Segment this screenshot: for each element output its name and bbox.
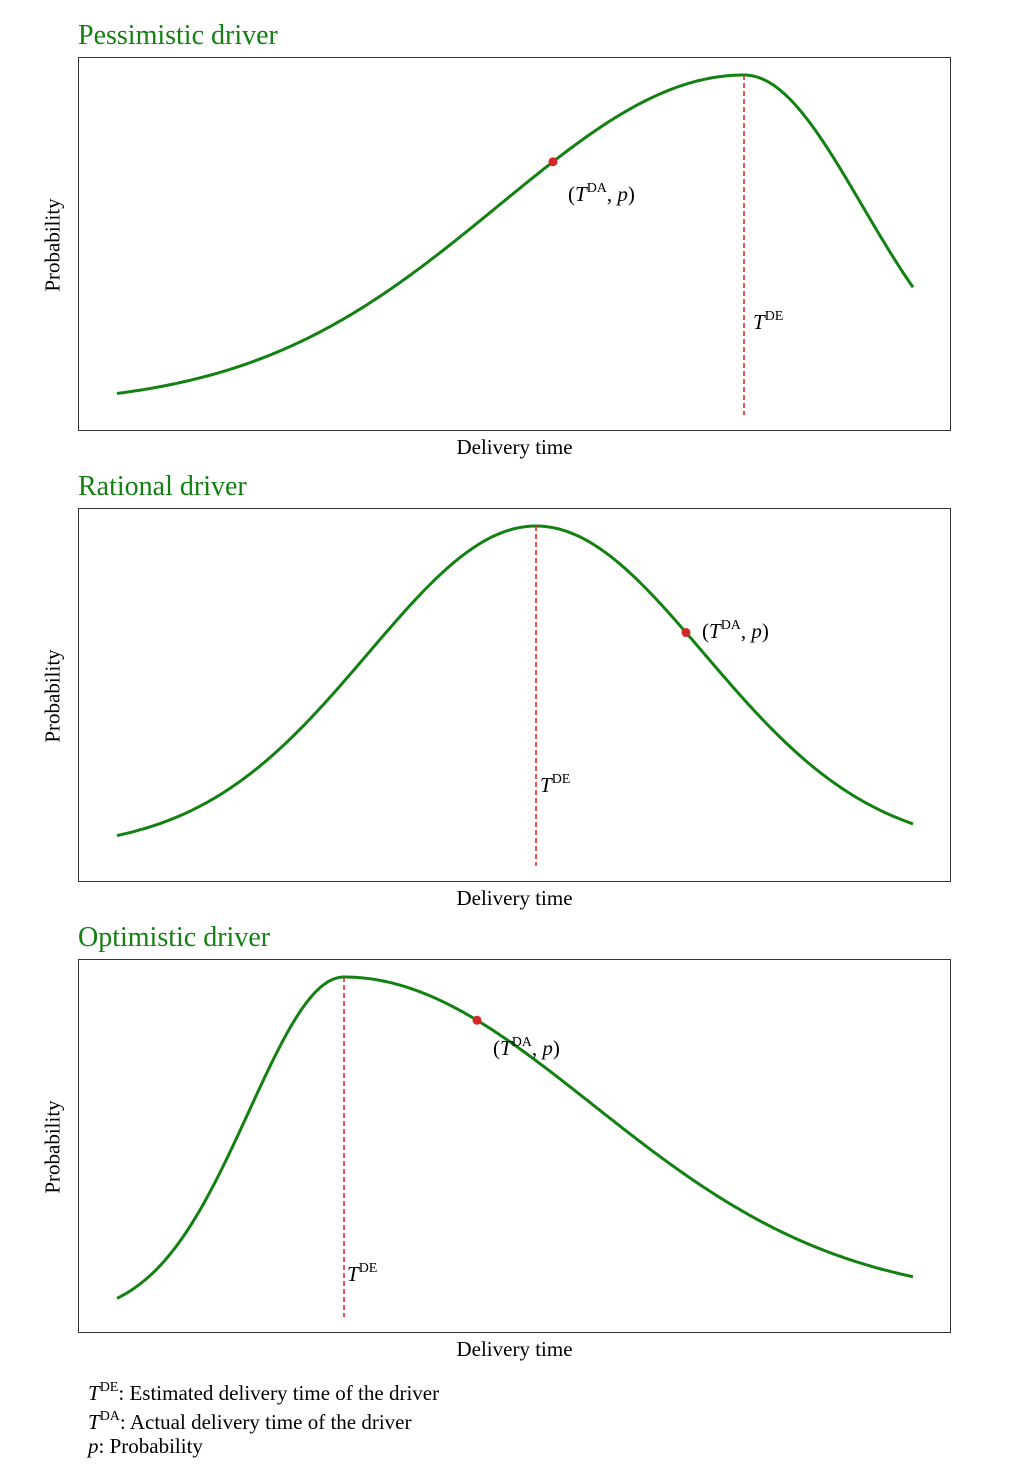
chart-panel-pessimistic: Pessimistic driver (TDA, p) TDE Probabil… xyxy=(0,19,1012,470)
distribution-curve xyxy=(116,975,914,1300)
symbol-legend: TDE: Estimated delivery time of the driv… xyxy=(88,1376,439,1458)
point-label-p: p xyxy=(617,182,628,206)
comma: , xyxy=(606,182,618,206)
legend-item: p: Probability xyxy=(88,1434,439,1458)
point-label-sup: DA xyxy=(720,618,741,633)
chart-svg xyxy=(116,73,915,415)
chart-svg xyxy=(116,975,914,1317)
legend-symbol: T xyxy=(88,1381,100,1405)
point-label-t: T xyxy=(709,619,721,643)
plot-area xyxy=(78,508,951,882)
distribution-curve xyxy=(116,524,914,838)
point-label-p: p xyxy=(751,619,762,643)
legend-text: : Actual delivery time of the driver xyxy=(119,1410,412,1434)
point-label: (TDA, p) xyxy=(568,181,635,207)
legend-item: TDE: Estimated delivery time of the driv… xyxy=(88,1376,439,1405)
paren-open: ( xyxy=(568,182,575,206)
legend-sup: DE xyxy=(99,1380,119,1395)
legend-sup: DA xyxy=(99,1409,120,1424)
actual-time-point xyxy=(548,157,558,167)
y-axis-label: Probability xyxy=(40,649,65,743)
point-label: (TDA, p) xyxy=(702,618,769,644)
legend-symbol: p xyxy=(88,1434,99,1458)
point-label-t: T xyxy=(575,182,587,206)
point-label: (TDA, p) xyxy=(493,1035,560,1061)
chart-panel-optimistic: Optimistic driver (TDA, p) TDE Probabili… xyxy=(0,921,1012,1372)
comma: , xyxy=(740,619,752,643)
legend-text: : Estimated delivery time of the driver xyxy=(118,1381,440,1405)
x-axis-label: Delivery time xyxy=(456,435,573,459)
chart-title: Optimistic driver xyxy=(78,922,271,953)
plot-area xyxy=(78,57,951,431)
vline-label: TDE xyxy=(753,309,783,335)
plot-area xyxy=(78,959,951,1333)
distribution-curve xyxy=(116,73,915,395)
x-axis-label: Delivery time xyxy=(456,886,573,910)
legend-text: : Probability xyxy=(98,1434,203,1458)
legend-item: TDA: Actual delivery time of the driver xyxy=(88,1405,439,1434)
vline-label-sup: DE xyxy=(551,772,571,787)
chart-panel-rational: Rational driver (TDA, p) TDE Probability… xyxy=(0,470,1012,921)
legend-symbol: T xyxy=(88,1410,100,1434)
vline-label: TDE xyxy=(347,1261,377,1287)
point-label-sup: DA xyxy=(511,1035,532,1050)
point-label-p: p xyxy=(542,1036,553,1060)
x-axis-label: Delivery time xyxy=(456,1337,573,1361)
paren-open: ( xyxy=(702,619,709,643)
point-label-sup: DA xyxy=(586,181,607,196)
point-label-t: T xyxy=(500,1036,512,1060)
y-axis-label: Probability xyxy=(40,1100,65,1194)
vline-label-t: T xyxy=(540,773,552,797)
chart-title: Rational driver xyxy=(78,471,247,502)
chart-svg xyxy=(116,524,914,866)
vline-label-sup: DE xyxy=(764,309,784,324)
comma: , xyxy=(531,1036,543,1060)
paren-close: ) xyxy=(627,182,635,206)
vline-label: TDE xyxy=(540,772,570,798)
actual-time-point xyxy=(681,628,691,638)
chart-title: Pessimistic driver xyxy=(78,20,278,51)
vline-label-t: T xyxy=(753,310,765,334)
vline-label-t: T xyxy=(347,1262,359,1286)
paren-close: ) xyxy=(761,619,769,643)
vline-label-sup: DE xyxy=(358,1261,378,1276)
y-axis-label: Probability xyxy=(40,198,65,292)
actual-time-point xyxy=(472,1015,482,1025)
paren-open: ( xyxy=(493,1036,500,1060)
paren-close: ) xyxy=(552,1036,560,1060)
